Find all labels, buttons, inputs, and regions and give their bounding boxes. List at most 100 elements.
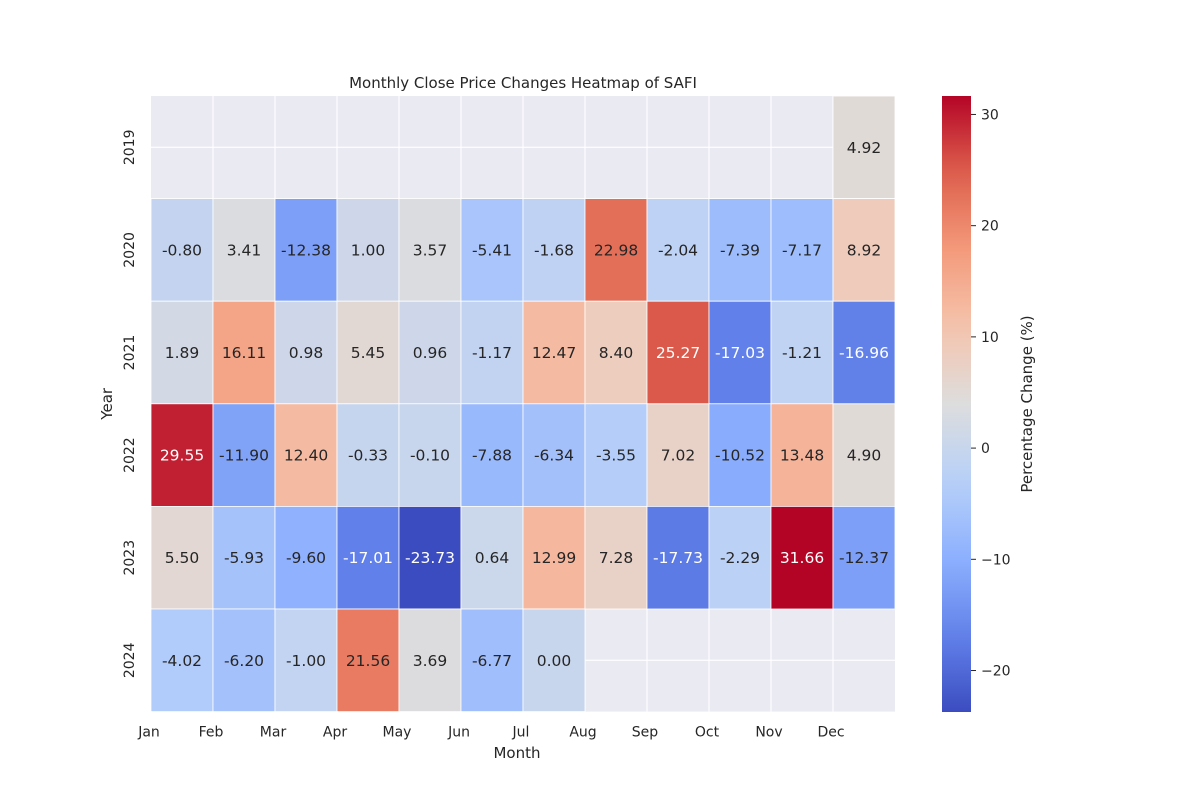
cell-value-label: 4.90 (847, 447, 882, 465)
cell-value-label: 16.11 (222, 344, 266, 362)
cell-value-label: -2.04 (658, 241, 698, 259)
colorbar-tick-label: 20 (981, 219, 999, 235)
cell-value-label: -2.29 (720, 549, 760, 567)
y-tick-label: 2021 (122, 335, 138, 371)
cell-value-label: -1.17 (472, 344, 512, 362)
cell-value-label: -11.90 (219, 447, 269, 465)
heatmap-cell (770, 505, 834, 610)
cell-value-label: 21.56 (346, 652, 390, 670)
heatmap-cell (398, 198, 462, 302)
heatmap-cell (150, 300, 214, 405)
x-tick-label: Jan (137, 725, 160, 741)
cell-value-label: 3.69 (413, 652, 448, 670)
heatmap-cell (584, 198, 648, 302)
cell-value-label: 1.89 (165, 344, 200, 362)
cell-value-label: -23.73 (405, 549, 455, 567)
cell-value-label: -7.88 (472, 447, 512, 465)
cell-value-label: 8.92 (847, 241, 882, 259)
heatmap-cell (832, 95, 896, 199)
heatmap-cell (336, 403, 400, 507)
cell-value-label: -9.60 (286, 549, 326, 567)
cell-value-label: -0.80 (162, 241, 202, 259)
heatmap-cell (584, 403, 648, 507)
x-tick-label: Jun (447, 725, 470, 741)
cell-value-label: -1.00 (286, 652, 326, 670)
cell-value-label: -7.39 (720, 241, 760, 259)
colorbar (942, 96, 971, 712)
cell-value-label: -6.20 (224, 652, 264, 670)
cell-value-label: -6.77 (472, 652, 512, 670)
heatmap-cell (398, 300, 462, 405)
heatmap-cell (708, 403, 772, 507)
x-tick-label: Oct (695, 725, 720, 741)
heatmap-cell (832, 505, 896, 610)
heatmap-cell (460, 608, 524, 712)
cell-value-label: 0.64 (475, 549, 510, 567)
x-tick-label: Apr (323, 725, 347, 741)
cell-value-label: -1.68 (534, 241, 574, 259)
cell-value-label: -1.21 (782, 344, 822, 362)
y-tick-label: 2019 (122, 129, 138, 165)
chart-title: Monthly Close Price Changes Heatmap of S… (349, 74, 697, 92)
heatmap-cell (274, 198, 338, 302)
cell-value-label: 0.00 (537, 652, 572, 670)
y-tick-label: 2020 (122, 232, 138, 268)
heatmap-cell (832, 198, 896, 302)
cell-value-label: -17.73 (653, 549, 703, 567)
y-axis-ticks: 2019 2020 2021 2022 2023 2024 (122, 129, 138, 678)
cell-value-label: -5.93 (224, 549, 264, 567)
cell-value-label: 4.92 (847, 139, 882, 157)
cell-value-label: 5.45 (351, 344, 386, 362)
cell-value-label: 8.40 (599, 344, 634, 362)
cell-value-label: -17.03 (715, 344, 765, 362)
heatmap-cell (832, 403, 896, 507)
cell-value-label: 7.02 (661, 447, 696, 465)
cell-value-label: 3.41 (227, 241, 262, 259)
cell-value-label: -7.17 (782, 241, 822, 259)
cell-value-label: 12.47 (532, 344, 576, 362)
colorbar-tick-label: 10 (981, 330, 999, 346)
cell-value-label: 13.48 (780, 447, 824, 465)
cell-value-label: 25.27 (656, 344, 700, 362)
cell-value-label: -0.10 (410, 447, 450, 465)
x-tick-label: May (383, 725, 412, 741)
cell-value-label: 12.40 (284, 447, 328, 465)
cell-value-label: -16.96 (839, 344, 889, 362)
heatmap-cell (274, 403, 338, 507)
heatmap-cell (646, 505, 710, 610)
heatmap-cell (460, 403, 524, 507)
cell-value-label: 29.55 (160, 447, 204, 465)
cell-value-label: -0.33 (348, 447, 388, 465)
x-axis-ticks: Jan Feb Mar Apr May Jun Jul Aug Sep Oct Nov Dec (137, 725, 844, 741)
y-tick-label: 2024 (122, 642, 138, 678)
cell-value-label: 31.66 (780, 549, 824, 567)
x-tick-label: Nov (755, 725, 782, 741)
cell-value-label: -4.02 (162, 652, 202, 670)
heatmap-cell (646, 403, 710, 507)
heatmap-cells: 4.92 -0.80 3.41 -12.38 1.00 3.57 -5.41 -1.68 22.… (150, 95, 896, 712)
x-axis-label: Month (493, 744, 540, 762)
heatmap-cell (522, 300, 586, 405)
heatmap-cell (212, 403, 276, 507)
colorbar-ticks: 30 20 10 0 −10 −20 (971, 107, 1011, 680)
heatmap-cell (646, 300, 710, 405)
colorbar-tick-label: 0 (981, 441, 990, 457)
x-tick-label: Dec (817, 725, 844, 741)
heatmap-cell (708, 300, 772, 405)
colorbar-label: Percentage Change (%) (1018, 315, 1036, 492)
x-tick-label: Feb (199, 725, 224, 741)
cell-value-label: 1.00 (351, 241, 386, 259)
heatmap-cell (274, 608, 338, 712)
heatmap-cell (460, 505, 524, 610)
heatmap-cell (770, 198, 834, 302)
colorbar-tick-label: 30 (981, 107, 999, 123)
heatmap-cell (212, 300, 276, 405)
heatmap-cell (522, 608, 586, 712)
cell-value-label: -12.38 (281, 241, 331, 259)
heatmap-cell (522, 198, 586, 302)
heatmap-cell (398, 608, 462, 712)
colorbar-tick-label: −10 (981, 552, 1011, 568)
heatmap-cell (336, 198, 400, 302)
heatmap-cell (646, 198, 710, 302)
